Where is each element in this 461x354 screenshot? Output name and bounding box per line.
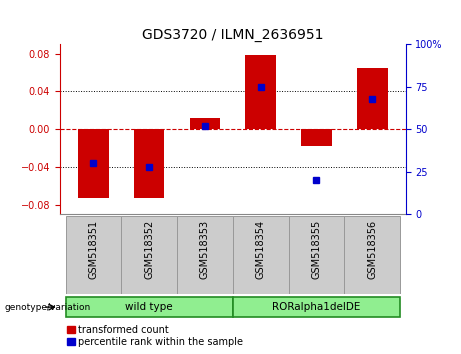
Bar xyxy=(134,129,165,198)
Bar xyxy=(245,55,276,129)
FancyBboxPatch shape xyxy=(289,216,344,294)
Text: RORalpha1delDE: RORalpha1delDE xyxy=(272,302,361,312)
Text: GSM518351: GSM518351 xyxy=(89,220,98,279)
Text: GSM518353: GSM518353 xyxy=(200,220,210,279)
Text: GSM518356: GSM518356 xyxy=(367,220,377,279)
Bar xyxy=(189,118,220,129)
Title: GDS3720 / ILMN_2636951: GDS3720 / ILMN_2636951 xyxy=(142,28,324,42)
FancyBboxPatch shape xyxy=(233,297,400,318)
FancyBboxPatch shape xyxy=(65,297,233,318)
FancyBboxPatch shape xyxy=(233,216,289,294)
Bar xyxy=(78,129,109,198)
Text: GSM518352: GSM518352 xyxy=(144,220,154,279)
Legend: transformed count, percentile rank within the sample: transformed count, percentile rank withi… xyxy=(65,323,245,349)
Bar xyxy=(357,68,388,129)
Text: GSM518355: GSM518355 xyxy=(312,220,321,279)
Text: GSM518354: GSM518354 xyxy=(256,220,266,279)
Bar xyxy=(301,129,332,146)
FancyBboxPatch shape xyxy=(121,216,177,294)
FancyBboxPatch shape xyxy=(344,216,400,294)
Text: genotype/variation: genotype/variation xyxy=(5,303,91,312)
FancyBboxPatch shape xyxy=(65,216,121,294)
Text: wild type: wild type xyxy=(125,302,173,312)
FancyBboxPatch shape xyxy=(177,216,233,294)
